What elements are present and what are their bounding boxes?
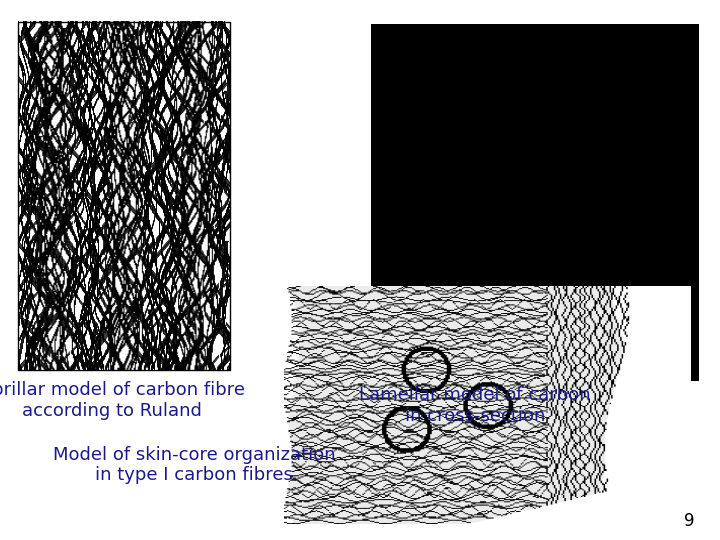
- Text: Fibrillar model of carbon fibre
according to Ruland: Fibrillar model of carbon fibre accordin…: [0, 381, 245, 420]
- Text: Model of skin-core organization
in type I carbon fibres: Model of skin-core organization in type …: [53, 446, 336, 484]
- Bar: [18, 22, 230, 370]
- Text: Lamellar model of carbon
in cross-section: Lamellar model of carbon in cross-sectio…: [359, 386, 591, 425]
- Text: 9: 9: [684, 512, 695, 530]
